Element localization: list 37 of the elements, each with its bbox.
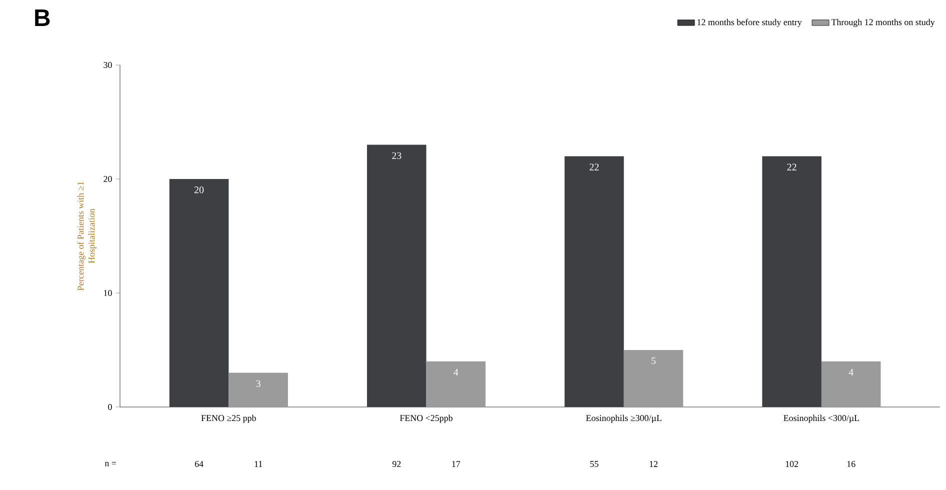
data-label: 22 [590,164,599,170]
bar [821,361,881,407]
data-label: 3 [256,380,260,388]
text: 92 [392,460,401,468]
bar [169,178,229,407]
data-label: 20 [194,186,204,194]
text: 102 [786,460,798,468]
x-tick-label: FENO ≥25 ppb [201,414,256,423]
y-tick-label: 20 [104,176,112,182]
bar [426,361,486,407]
data-label: 4 [454,368,458,376]
legend-label: Through 12 months on study [831,18,935,28]
bar [366,144,426,407]
text: 64 [194,460,204,468]
text: 17 [452,461,460,467]
data-label: 5 [652,358,656,364]
legend-label: 12 months before study entry [698,18,802,28]
bar [228,372,288,407]
text: 11 [254,461,262,467]
data-label: 22 [787,164,796,170]
x-tick-label: Eosinophils <300/µL [784,414,860,423]
data-label: 23 [392,152,402,160]
y-tick-label: 0 [108,404,112,410]
y-tick-label: 30 [104,62,112,68]
text: n = [104,462,116,466]
bar [762,156,822,407]
data-label: 4 [848,368,854,376]
x-tick-label: Eosinophils ≥300/µL [586,414,662,423]
text: 55 [590,461,598,467]
bar [564,156,624,407]
x-tick-label: FENO <25ppb [400,414,452,423]
chart-title: B [35,10,50,26]
y-axis-title: Percentage of Patients with ≥1 Hospitalization [77,182,96,290]
bar [624,350,684,407]
text: 12 [650,461,658,467]
text: 16 [847,460,856,468]
y-tick-label: 10 [104,290,112,296]
